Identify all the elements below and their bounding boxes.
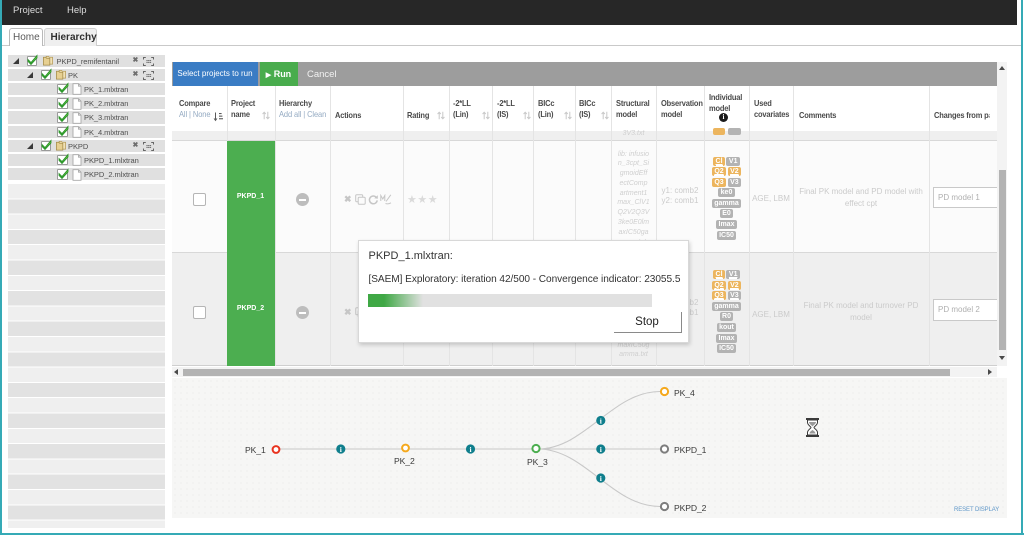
svg-text:i: i bbox=[600, 416, 602, 425]
svg-text:i: i bbox=[340, 445, 342, 454]
svg-text:i: i bbox=[600, 474, 602, 483]
svg-text:i: i bbox=[469, 445, 471, 454]
svg-text:i: i bbox=[600, 445, 602, 454]
